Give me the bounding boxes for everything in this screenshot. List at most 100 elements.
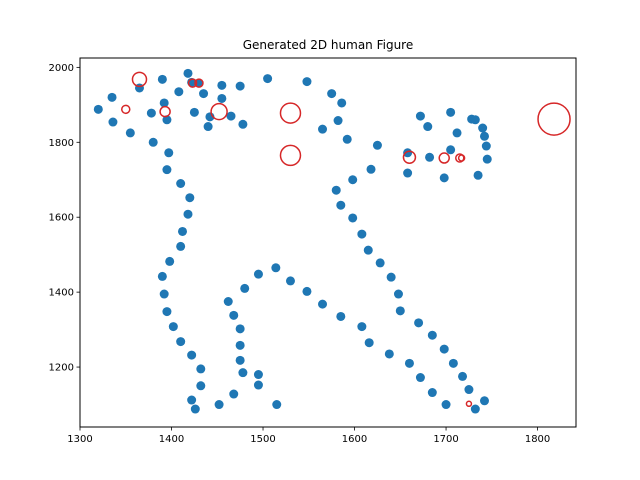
data-point (427, 388, 437, 398)
data-point (253, 269, 263, 279)
highlight-circle (131, 71, 148, 88)
data-point (423, 122, 433, 132)
data-point (183, 68, 193, 78)
data-point (342, 134, 352, 144)
data-point (176, 178, 186, 188)
data-point (441, 400, 451, 410)
data-point (196, 381, 206, 391)
data-point (318, 299, 328, 309)
data-point (415, 373, 425, 383)
data-point (168, 322, 178, 332)
data-point (331, 185, 341, 195)
data-point (162, 115, 172, 125)
data-point (458, 371, 468, 381)
marks-layer (93, 68, 571, 414)
data-point (183, 209, 193, 219)
data-point (375, 258, 385, 268)
data-point (415, 111, 425, 121)
data-point (238, 119, 248, 129)
data-point (157, 74, 167, 84)
highlight-circle (194, 78, 204, 88)
y-tick-label: 1600 (49, 213, 74, 224)
data-point (217, 93, 227, 103)
data-point (414, 318, 424, 328)
x-tick-label: 1700 (433, 434, 458, 445)
data-point (473, 170, 483, 180)
data-point (148, 137, 158, 147)
x-tick-label: 1500 (250, 434, 275, 445)
data-point (393, 289, 403, 299)
data-point (253, 370, 263, 380)
data-point (357, 229, 367, 239)
data-point (439, 344, 449, 354)
data-point (464, 385, 474, 395)
data-point (327, 89, 337, 99)
data-point (336, 311, 346, 321)
data-point (482, 154, 492, 164)
data-point (357, 322, 367, 332)
data-point (108, 117, 118, 127)
data-point (217, 80, 227, 90)
x-tick-label: 1800 (525, 434, 550, 445)
data-point (240, 283, 250, 293)
data-point (189, 107, 199, 117)
data-point (403, 148, 413, 158)
data-point (336, 200, 346, 210)
data-point (187, 395, 197, 405)
data-point (229, 310, 239, 320)
data-point (479, 131, 489, 141)
data-point (162, 307, 172, 317)
highlight-circle (455, 153, 465, 163)
data-point (478, 123, 488, 133)
data-point (162, 165, 172, 175)
data-point (271, 263, 281, 273)
data-point (348, 213, 358, 223)
data-point (404, 358, 414, 368)
data-point (452, 128, 462, 138)
data-point (238, 368, 248, 378)
data-point (425, 152, 435, 162)
highlight-circle (402, 150, 417, 165)
data-point (372, 140, 382, 150)
highlight-circle (279, 144, 302, 167)
data-point (470, 404, 480, 414)
highlight-circle (159, 105, 171, 118)
data-point (199, 89, 209, 99)
data-point (190, 404, 200, 414)
data-point (366, 164, 376, 174)
data-point (164, 148, 174, 158)
data-point (479, 396, 489, 406)
data-point (235, 340, 245, 350)
data-point (93, 104, 103, 114)
data-point (185, 193, 195, 203)
data-point (203, 122, 213, 132)
data-point (146, 108, 156, 118)
data-point (448, 358, 458, 368)
data-point (176, 241, 186, 251)
data-point (176, 337, 186, 347)
highlight-circle (279, 102, 302, 124)
data-point (384, 349, 394, 359)
data-point (318, 124, 328, 134)
data-point (229, 389, 239, 399)
highlight-circle (438, 152, 450, 164)
data-point (196, 364, 206, 374)
data-point (481, 141, 491, 151)
data-point (157, 271, 167, 281)
chart-title: Generated 2D human Figure (243, 38, 413, 52)
data-point (348, 175, 358, 185)
highlight-circle (457, 154, 466, 162)
data-point (272, 400, 282, 410)
data-point (107, 92, 117, 102)
highlight-circle (537, 102, 571, 136)
y-tick-label: 1800 (49, 138, 74, 149)
data-point (302, 286, 312, 296)
highlight-circle (187, 78, 198, 88)
data-point (337, 98, 347, 108)
data-point (235, 355, 245, 365)
data-point (235, 81, 245, 91)
data-point (395, 306, 405, 316)
data-point (214, 400, 224, 410)
data-point (125, 128, 135, 138)
